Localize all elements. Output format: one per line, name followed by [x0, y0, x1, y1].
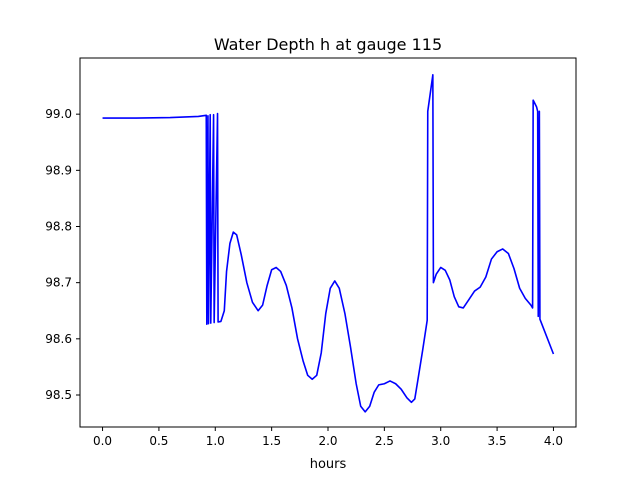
x-tick-label: 4.0: [544, 434, 563, 448]
x-tick-label: 1.5: [262, 434, 281, 448]
y-tick-label: 98.8: [45, 219, 72, 233]
x-tick-label: 2.0: [318, 434, 337, 448]
series-layer: [102, 74, 555, 413]
x-tick-label: 0.5: [149, 434, 168, 448]
y-axis: 98.5 98.6 98.7 98.8 98.9 99.0: [45, 107, 80, 402]
plot-background: [80, 58, 576, 427]
chart-title: Water Depth h at gauge 115: [214, 35, 442, 54]
x-tick-label: 1.0: [206, 434, 225, 448]
y-tick-label: 98.6: [45, 332, 72, 346]
x-tick-label: 3.0: [431, 434, 450, 448]
x-tick-label: 0.0: [93, 434, 112, 448]
y-tick-label: 98.9: [45, 163, 72, 177]
x-tick-label: 3.5: [488, 434, 507, 448]
x-tick-label: 2.5: [375, 434, 394, 448]
x-axis: 0.0 0.5 1.0 1.5 2.0 2.5 3.0 3.5 4.0: [93, 427, 563, 448]
y-tick-label: 98.7: [45, 276, 72, 290]
series-line: [102, 74, 555, 413]
y-tick-label: 99.0: [45, 107, 72, 121]
y-tick-label: 98.5: [45, 388, 72, 402]
x-axis-label: hours: [310, 457, 347, 472]
plot-frame: [79, 57, 577, 428]
